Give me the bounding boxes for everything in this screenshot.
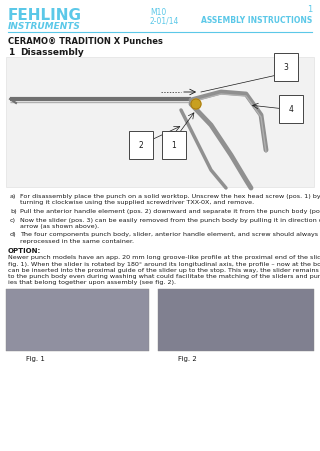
- Text: turning it clockwise using the supplied screwdriver TXX-0X, and remove.: turning it clockwise using the supplied …: [20, 200, 254, 205]
- Text: Disassembly: Disassembly: [20, 48, 84, 57]
- Text: Pull the anterior handle element (pos. 2) downward and separate it from the punc: Pull the anterior handle element (pos. 2…: [20, 208, 320, 213]
- Text: can be inserted into the proximal guide of the slider up to the stop. This way, : can be inserted into the proximal guide …: [8, 267, 320, 272]
- Text: 1: 1: [8, 48, 14, 57]
- Text: a): a): [10, 193, 16, 198]
- Text: c): c): [10, 217, 16, 222]
- Text: fig. 1). When the slider is rotated by 180° around its longitudinal axis, the pr: fig. 1). When the slider is rotated by 1…: [8, 261, 320, 266]
- Text: OPTION:: OPTION:: [8, 248, 41, 254]
- Text: CERAMO® TRADITION X Punches: CERAMO® TRADITION X Punches: [8, 37, 163, 46]
- Text: INSTRUMENTS: INSTRUMENTS: [8, 22, 81, 31]
- Text: b): b): [10, 208, 17, 213]
- Text: 1: 1: [172, 141, 176, 150]
- Text: 3: 3: [284, 63, 288, 72]
- Text: M10: M10: [150, 8, 166, 17]
- Text: Fig. 1: Fig. 1: [26, 355, 45, 362]
- Text: 1: 1: [307, 5, 312, 14]
- Text: ASSEMBLY INSTRUCTIONS: ASSEMBLY INSTRUCTIONS: [201, 16, 312, 25]
- Bar: [6, 58, 314, 188]
- Text: 2-01/14: 2-01/14: [150, 16, 180, 25]
- Text: Fig. 2: Fig. 2: [178, 355, 197, 362]
- Text: 4: 4: [289, 105, 293, 114]
- Circle shape: [191, 100, 201, 110]
- Text: d): d): [10, 232, 17, 237]
- Text: 2: 2: [139, 141, 143, 150]
- Text: The four components punch body, slider, anterior handle element, and screw shoul: The four components punch body, slider, …: [20, 232, 320, 237]
- Text: Now the slider (pos. 3) can be easily removed from the punch body by pulling it : Now the slider (pos. 3) can be easily re…: [20, 217, 320, 222]
- Text: ies that belong together upon assembly (see fig. 2).: ies that belong together upon assembly (…: [8, 280, 176, 285]
- Text: reprocessed in the same container.: reprocessed in the same container.: [20, 238, 134, 243]
- Text: arrow (as shown above).: arrow (as shown above).: [20, 223, 99, 228]
- Text: Newer punch models have an app. 20 mm long groove-like profile at the proximal e: Newer punch models have an app. 20 mm lo…: [8, 255, 320, 260]
- Text: FEHLING: FEHLING: [8, 8, 82, 23]
- Text: to the punch body even during washing what could facilitate the matching of the : to the punch body even during washing wh…: [8, 273, 320, 278]
- Text: For disassembly place the punch on a solid worktop. Unscrew the hex head screw (: For disassembly place the punch on a sol…: [20, 193, 320, 198]
- Bar: [6, 290, 149, 352]
- Bar: [158, 290, 314, 352]
